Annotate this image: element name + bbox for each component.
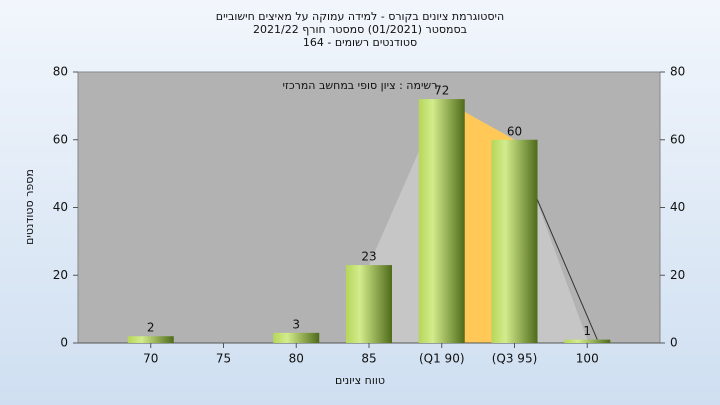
bar xyxy=(273,332,320,343)
bar xyxy=(346,265,392,343)
bar xyxy=(127,336,174,343)
y2-tick-label: 20 xyxy=(670,268,685,282)
value-label: 1 xyxy=(583,324,591,338)
chart-subtitle: סטודנטים רשומים - 164 xyxy=(303,36,417,49)
x-tick-label: (Q3 95) xyxy=(492,352,538,366)
y2-tick-label: 60 xyxy=(670,132,685,146)
y2-tick-label: 40 xyxy=(670,200,685,214)
chart-subtitle: בסמסטר (01/2021) סמסטר חורף 2021/22 xyxy=(253,23,467,36)
bar xyxy=(564,339,611,343)
bar xyxy=(418,99,465,343)
y2-tick-label: 80 xyxy=(670,65,685,79)
x-tick-label: 80 xyxy=(289,352,304,366)
y-tick-label: 20 xyxy=(53,268,68,282)
y-axis-title: מספר סטודנטים xyxy=(23,169,36,245)
x-tick-label: 75 xyxy=(216,352,231,366)
legend-label: רשימה : ציון סופי במחשב המרכזי xyxy=(283,79,438,92)
x-tick-label: 85 xyxy=(361,352,376,366)
chart-title: היסטוגרמת ציונים בקורס - למידה עמוקה על … xyxy=(216,10,504,23)
value-label: 23 xyxy=(361,250,376,264)
x-tick-label: 70 xyxy=(143,352,158,366)
y-tick-label: 80 xyxy=(53,65,68,79)
bar xyxy=(491,139,538,343)
y-tick-label: 60 xyxy=(53,132,68,146)
x-axis-title: טווח ציונים xyxy=(335,374,385,387)
value-label: 72 xyxy=(434,84,449,98)
x-tick-label: 100 xyxy=(576,352,599,366)
y2-tick-label: 0 xyxy=(670,336,678,350)
value-label: 2 xyxy=(147,321,155,335)
x-tick-label: (Q1 90) xyxy=(419,352,465,366)
y-tick-label: 0 xyxy=(60,336,68,350)
value-label: 3 xyxy=(292,317,300,331)
y-tick-label: 40 xyxy=(53,200,68,214)
value-label: 60 xyxy=(507,124,522,138)
